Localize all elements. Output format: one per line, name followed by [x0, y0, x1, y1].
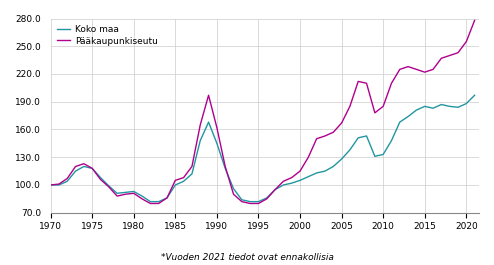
- Pääkaupunkiseutu: [81, 162, 87, 165]
- Pääkaupunkiseutu: [314, 137, 320, 140]
- Text: *Vuoden 2021 tiedot ovat ennakollisia: *Vuoden 2021 tiedot ovat ennakollisia: [161, 253, 333, 262]
- Koko maa: [81, 165, 87, 168]
- Koko maa: [330, 165, 336, 168]
- Pääkaupunkiseutu: [472, 19, 478, 22]
- Pääkaupunkiseutu: [330, 131, 336, 134]
- Koko maa: [206, 121, 211, 124]
- Pääkaupunkiseutu: [447, 54, 453, 57]
- Pääkaupunkiseutu: [255, 202, 261, 205]
- Line: Pääkaupunkiseutu: Pääkaupunkiseutu: [50, 20, 475, 204]
- Legend: Koko maa, Pääkaupunkiseutu: Koko maa, Pääkaupunkiseutu: [55, 23, 160, 47]
- Koko maa: [472, 94, 478, 97]
- Pääkaupunkiseutu: [206, 94, 211, 97]
- Pääkaupunkiseutu: [147, 202, 153, 205]
- Koko maa: [314, 171, 320, 175]
- Koko maa: [147, 200, 153, 203]
- Koko maa: [447, 105, 453, 108]
- Koko maa: [47, 183, 53, 187]
- Koko maa: [255, 200, 261, 203]
- Line: Koko maa: Koko maa: [50, 95, 475, 202]
- Pääkaupunkiseutu: [47, 183, 53, 187]
